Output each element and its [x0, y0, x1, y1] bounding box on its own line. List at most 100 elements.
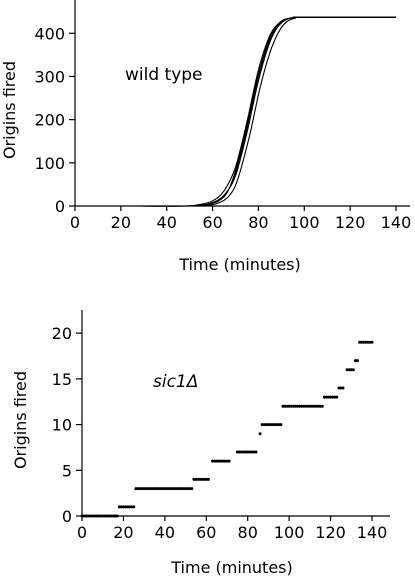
x-tick-label: 20	[113, 523, 133, 542]
y-axis-label: Origins fired	[11, 371, 30, 469]
data-point	[339, 386, 343, 390]
data-point	[150, 487, 154, 491]
data-point	[103, 514, 107, 518]
data-point	[353, 359, 357, 363]
y-tick-label: 0	[55, 197, 65, 216]
data-point	[202, 477, 206, 481]
data-point	[138, 487, 142, 491]
data-point	[186, 487, 190, 491]
data-point	[86, 514, 90, 518]
x-axis-label: Time (minutes)	[170, 558, 293, 577]
data-point	[306, 404, 310, 408]
data-point	[331, 395, 335, 399]
x-tick-label: 60	[196, 523, 216, 542]
y-tick-label: 10	[52, 416, 72, 435]
data-point	[188, 487, 192, 491]
x-tick-label: 0	[77, 523, 87, 542]
data-point	[368, 340, 372, 344]
data-point	[252, 450, 256, 454]
data-point	[316, 404, 320, 408]
data-point	[182, 487, 185, 491]
data-point	[130, 505, 134, 509]
data-point	[167, 487, 171, 491]
data-point	[351, 368, 355, 372]
data-point	[362, 340, 366, 344]
data-point	[269, 423, 272, 427]
data-point	[298, 404, 301, 408]
data-point	[121, 505, 125, 509]
x-tick-label: 100	[289, 213, 320, 232]
x-tick-label: 0	[70, 213, 80, 232]
data-point	[113, 514, 117, 518]
data-point	[246, 450, 250, 454]
data-point	[204, 477, 208, 481]
data-point	[179, 487, 183, 491]
data-point	[345, 368, 349, 372]
data-point	[324, 395, 328, 399]
data-point	[347, 368, 351, 372]
y-tick-label: 300	[34, 67, 65, 86]
data-point	[244, 450, 248, 454]
data-point	[320, 404, 324, 408]
data-point	[225, 459, 229, 463]
data-point	[262, 423, 266, 427]
data-point	[132, 505, 136, 509]
data-point	[136, 487, 140, 491]
data-point	[173, 487, 177, 491]
data-point	[206, 477, 210, 481]
series-group	[139, 16, 397, 207]
data-point	[237, 450, 241, 454]
data-point	[275, 423, 279, 427]
data-point	[175, 487, 179, 491]
data-point	[95, 514, 98, 518]
data-point	[254, 450, 258, 454]
x-tick-label: 60	[202, 213, 222, 232]
y-tick-label: 5	[62, 461, 72, 480]
data-point	[227, 459, 231, 463]
data-point	[349, 368, 353, 372]
data-point	[107, 514, 111, 518]
data-point	[277, 423, 281, 427]
data-point	[117, 505, 121, 509]
data-point	[88, 514, 92, 518]
y-tick-label: 200	[34, 111, 65, 130]
y-ticks: 0 100 200 300 400	[34, 24, 75, 216]
x-tick-label: 120	[335, 213, 366, 232]
x-tick-label: 80	[238, 523, 258, 542]
data-point	[124, 505, 127, 509]
sic1-chart: 0 5 10 15 20 0 20 40 60 80 100 120 140 sic1Δ Time (…	[11, 310, 390, 577]
data-point	[146, 487, 150, 491]
data-point	[283, 404, 287, 408]
x-tick-label: 40	[157, 213, 177, 232]
data-point	[200, 477, 204, 481]
x-ticks: 0 20 40 60 80 100 120 140	[77, 516, 387, 542]
data-point	[302, 404, 306, 408]
data-point	[223, 459, 227, 463]
x-ticks: 0 20 40 60 80 100 120 140	[70, 206, 411, 232]
data-point	[144, 487, 148, 491]
x-tick-label: 80	[248, 213, 268, 232]
data-point	[217, 459, 221, 463]
data-point	[92, 514, 96, 518]
series-line-5	[139, 16, 397, 207]
data-point	[219, 459, 223, 463]
data-point	[84, 514, 88, 518]
data-point	[341, 386, 345, 390]
annotation-wild-type: wild type	[125, 65, 203, 85]
data-point	[215, 459, 219, 463]
data-point	[196, 477, 200, 481]
y-tick-label: 0	[62, 507, 72, 526]
x-tick-label: 120	[315, 523, 346, 542]
data-point	[273, 423, 277, 427]
data-point	[310, 404, 314, 408]
y-ticks: 0 5 10 15 20	[52, 324, 82, 526]
data-point	[171, 487, 175, 491]
data-point	[240, 450, 243, 454]
data-point	[211, 459, 214, 463]
y-axis-label: Origins fired	[0, 61, 19, 159]
data-point	[333, 395, 337, 399]
data-point	[194, 477, 198, 481]
data-point	[291, 404, 295, 408]
data-point	[157, 487, 161, 491]
